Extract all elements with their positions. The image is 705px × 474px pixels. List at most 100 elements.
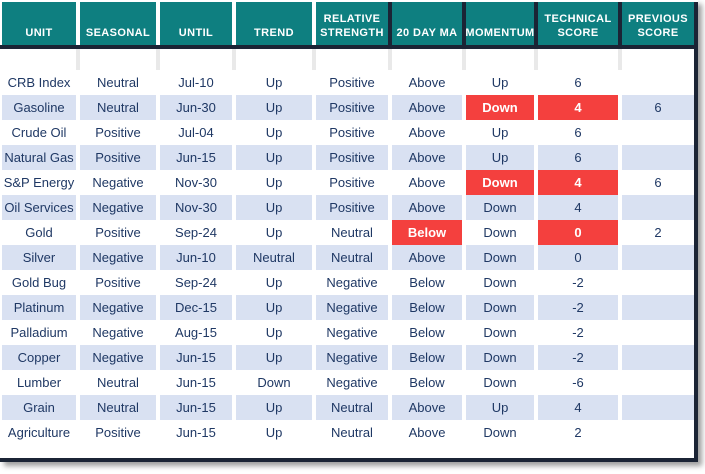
cell: Positive xyxy=(316,195,388,220)
cell: Down xyxy=(466,370,534,395)
cell: Below xyxy=(392,370,462,395)
cell: Silver xyxy=(2,245,76,270)
header-rule xyxy=(0,45,696,49)
cell: Platinum xyxy=(2,295,76,320)
cell: Up xyxy=(466,395,534,420)
cell: Jul-04 xyxy=(160,120,232,145)
cell: Positive xyxy=(80,220,156,245)
cell: Below xyxy=(392,295,462,320)
cell: Up xyxy=(466,145,534,170)
cell: 4 xyxy=(538,395,618,420)
cell: 2 xyxy=(622,220,694,245)
cell: Positive xyxy=(316,95,388,120)
cell: Gasoline xyxy=(2,95,76,120)
cell xyxy=(622,295,694,320)
cell: Negative xyxy=(80,170,156,195)
cell: Nov-30 xyxy=(160,170,232,195)
cell: Up xyxy=(236,395,312,420)
cell: Neutral xyxy=(316,395,388,420)
cell xyxy=(622,395,694,420)
table-row-lumber: Lumber Neutral Jun-15 Down Negative Below Down… xyxy=(2,370,694,395)
cell: 6 xyxy=(622,170,694,195)
cell: Down xyxy=(466,295,534,320)
cell: Above xyxy=(392,120,462,145)
cell: Down xyxy=(466,220,534,245)
cell: Up xyxy=(236,195,312,220)
alert-cell: 4 xyxy=(538,170,618,195)
cell: Jul-10 xyxy=(160,70,232,95)
header-cell-previous-score: PREVIOUS SCORE xyxy=(618,2,694,45)
cell: Negative xyxy=(316,270,388,295)
commodity-technical-score-table: UNIT SEASONAL UNTIL TREND RELATIVE STRENGTH 2… xyxy=(0,0,698,462)
table-row-agriculture: Agriculture Positive Jun-15 Up Neutral Above D… xyxy=(2,420,694,445)
table-body: CRB Index Neutral Jul-10 Up Positive Above Up 6… xyxy=(2,70,698,445)
cell: Neutral xyxy=(316,245,388,270)
cell: Down xyxy=(466,420,534,445)
cell: Above xyxy=(392,145,462,170)
cell: Down xyxy=(236,370,312,395)
cell: Negative xyxy=(316,345,388,370)
table-row-natural-gas: Natural Gas Positive Jun-15 Up Positive Above… xyxy=(2,145,694,170)
cell: Up xyxy=(236,170,312,195)
cell xyxy=(622,120,694,145)
cell: Jun-15 xyxy=(160,420,232,445)
alert-cell: Below xyxy=(392,220,462,245)
alert-cell: 4 xyxy=(538,95,618,120)
cell: Above xyxy=(392,195,462,220)
header-row: UNIT SEASONAL UNTIL TREND RELATIVE STRENGTH 2… xyxy=(2,2,694,45)
cell: Up xyxy=(236,95,312,120)
cell: 0 xyxy=(538,245,618,270)
cell: Negative xyxy=(80,345,156,370)
spacer-cell xyxy=(2,49,76,70)
cell: Above xyxy=(392,95,462,120)
spacer-cell xyxy=(236,49,312,70)
table-row-gold-bug: Gold Bug Positive Sep-24 Up Negative Below Dow… xyxy=(2,270,694,295)
table-row-platinum: Platinum Negative Dec-15 Up Negative Below Dow… xyxy=(2,295,694,320)
cell: -6 xyxy=(538,370,618,395)
alert-cell: Down xyxy=(466,170,534,195)
cell: Gold Bug xyxy=(2,270,76,295)
spacer-cell xyxy=(538,49,618,70)
spacer-cell xyxy=(622,49,694,70)
table-row-crb-index: CRB Index Neutral Jul-10 Up Positive Above Up 6 xyxy=(2,70,694,95)
right-rule xyxy=(694,2,698,462)
cell: Up xyxy=(236,70,312,95)
cell: Up xyxy=(236,295,312,320)
header-cell-relative-strength: RELATIVE STRENGTH xyxy=(316,2,388,45)
table-row-grain: Grain Neutral Jun-15 Up Neutral Above Up 4 xyxy=(2,395,694,420)
cell: -2 xyxy=(538,345,618,370)
spacer-cell xyxy=(160,49,232,70)
cell: Neutral xyxy=(80,395,156,420)
table-row-palladium: Palladium Negative Aug-15 Up Negative Below Do… xyxy=(2,320,694,345)
cell: Neutral xyxy=(80,70,156,95)
cell: Up xyxy=(236,345,312,370)
cell: Positive xyxy=(80,120,156,145)
cell: 6 xyxy=(538,145,618,170)
cell: -2 xyxy=(538,295,618,320)
cell: Neutral xyxy=(80,370,156,395)
spacer-cell xyxy=(466,49,534,70)
cell: Neutral xyxy=(80,95,156,120)
cell: Jun-10 xyxy=(160,245,232,270)
cell: Sep-24 xyxy=(160,270,232,295)
cell: Negative xyxy=(316,370,388,395)
header-cell-20-day-ma: 20 DAY MA xyxy=(388,2,462,45)
cell: Above xyxy=(392,245,462,270)
cell: Positive xyxy=(80,270,156,295)
table-row-crude-oil: Crude Oil Positive Jul-04 Up Positive Above Up… xyxy=(2,120,694,145)
cell xyxy=(622,320,694,345)
cell: Up xyxy=(236,320,312,345)
cell: Above xyxy=(392,170,462,195)
spacer-cell xyxy=(80,49,156,70)
header-cell-unit: UNIT xyxy=(2,2,76,45)
cell xyxy=(622,370,694,395)
cell: Above xyxy=(392,70,462,95)
cell: Positive xyxy=(80,145,156,170)
header-cell-technical-score: TECHNICAL SCORE xyxy=(534,2,618,45)
cell xyxy=(622,270,694,295)
spacer-cell xyxy=(392,49,462,70)
cell: Positive xyxy=(316,120,388,145)
cell: Below xyxy=(392,345,462,370)
cell: Copper xyxy=(2,345,76,370)
cell: 2 xyxy=(538,420,618,445)
